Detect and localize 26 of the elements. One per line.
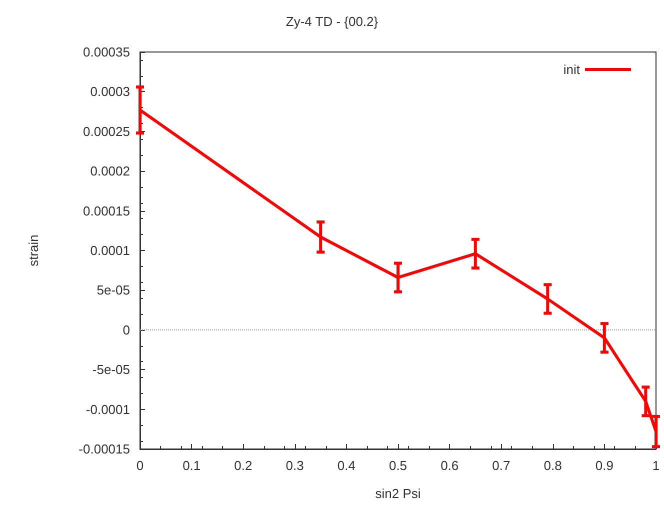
y-axis-title: strain [26,234,41,266]
y-tick-label: -0.0001 [86,402,130,417]
x-tick-label: 0.9 [595,458,614,473]
x-tick-label: 0.2 [234,458,252,473]
y-tick-label: 5e-05 [96,282,130,298]
y-tick-label: 0.00025 [83,124,130,139]
y-tick-label: 0 [122,322,130,338]
x-tick-label: 0.8 [544,458,562,473]
x-tick-label: 0.1 [182,458,201,473]
y-tick-label: 0.0002 [90,164,130,179]
x-tick-label: 0.7 [492,458,510,473]
y-tick-label: -5e-05 [92,362,130,378]
y-tick-label: 0.0003 [90,84,130,100]
y-tick-label: 0.0001 [90,243,130,258]
x-tick-label: 0.6 [440,458,459,473]
x-tick-label: 0.5 [388,458,408,473]
y-tick-label: -0.00015 [78,442,130,456]
x-tick-label: 0.4 [337,458,356,473]
x-tick-label: 1 [652,458,660,473]
y-tick-label: 0.00015 [83,203,130,218]
x-tick-label: 0 [136,458,144,473]
y-tick-label: 0.00035 [83,44,130,60]
legend-label: init [563,62,580,77]
x-axis-title: sin2 Psi [375,486,421,501]
x-tick-label: 0.3 [286,458,304,473]
chart-title: Zy-4 TD - {00.2} [286,14,379,29]
